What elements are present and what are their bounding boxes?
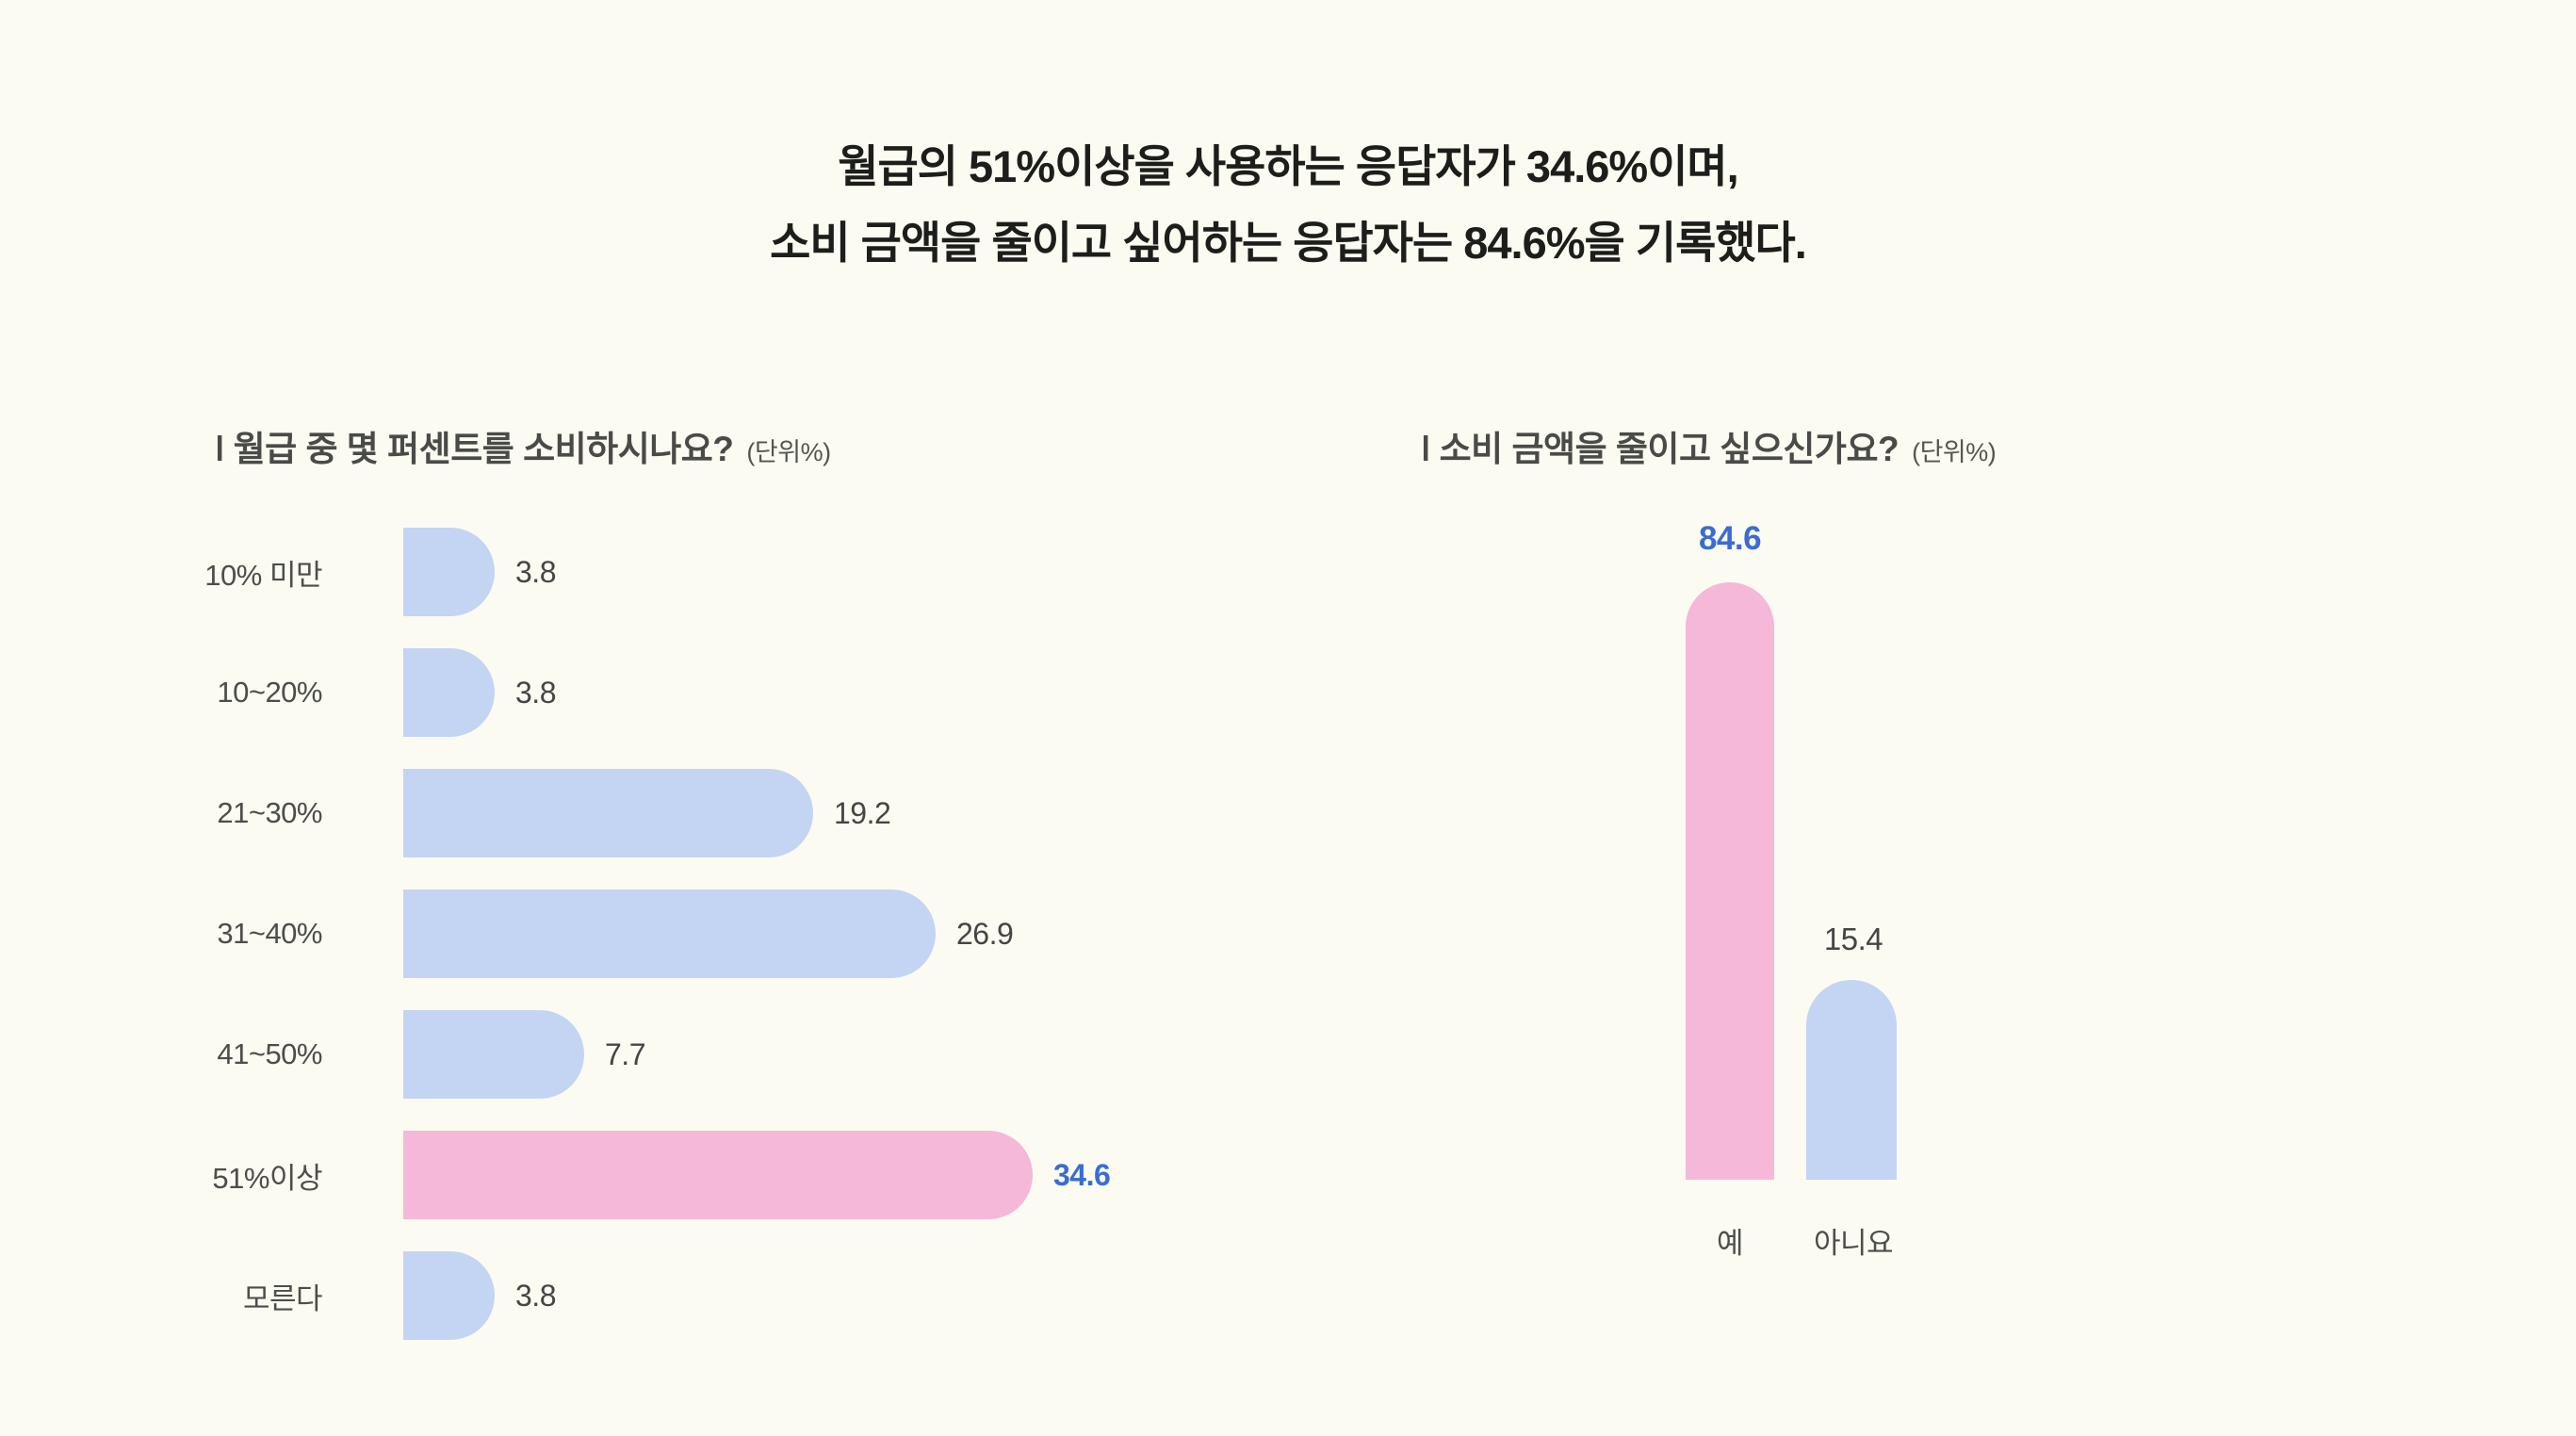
- bar-row: 모른다 3.8: [0, 1251, 556, 1340]
- value-label: 3.8: [515, 554, 556, 589]
- title-line-1: 월급의 51%이상을 사용하는 응답자가 34.6%이며,: [838, 141, 1738, 191]
- category-label-yes: 예: [1716, 1227, 1744, 1260]
- right-chart-title-text: ǀ 소비 금액을 줄이고 싶으신가요?: [1421, 430, 1899, 468]
- category-label: 10~20%: [217, 676, 322, 709]
- bar-row-highlight: 51%이상 34.6: [0, 1131, 1111, 1219]
- category-label: 21~30%: [217, 796, 322, 829]
- right-chart-unit-label: (단위%): [1912, 438, 1997, 466]
- bar: [403, 889, 936, 978]
- bar: [403, 769, 813, 857]
- left-chart-unit-label: (단위%): [746, 438, 831, 466]
- title-line-2: 소비 금액을 줄이고 싶어하는 응답자는 84.6%을 기록했다.: [770, 218, 1807, 268]
- category-label: 41~50%: [217, 1037, 322, 1070]
- bar-row: 41~50% 7.7: [0, 1010, 645, 1099]
- left-chart-title-text: ǀ 월급 중 몇 퍼센트를 소비하시나요?: [215, 430, 734, 468]
- bar-row: 10% 미만 3.8: [0, 528, 556, 616]
- left-chart-title: ǀ 월급 중 몇 퍼센트를 소비하시나요? (단위%): [215, 420, 831, 471]
- right-chart-title: ǀ 소비 금액을 줄이고 싶으신가요? (단위%): [1421, 420, 1997, 471]
- value-label-no: 15.4: [1823, 922, 1883, 956]
- category-label-no: 아니요: [1813, 1227, 1894, 1260]
- bar: [403, 1251, 495, 1340]
- value-label-yes: 84.6: [1698, 520, 1762, 557]
- value-label: 26.9: [956, 916, 1014, 951]
- value-label: 19.2: [834, 795, 891, 830]
- value-label: 3.8: [515, 675, 556, 710]
- bar-highlight: [403, 1131, 1033, 1219]
- category-label: 10% 미만: [204, 558, 322, 592]
- category-label: 31~40%: [217, 917, 322, 950]
- category-label: 모른다: [242, 1281, 323, 1315]
- bar: [403, 1010, 584, 1099]
- bar-yes: [1686, 582, 1774, 1180]
- bar-row: 31~40% 26.9: [0, 889, 1014, 978]
- bar: [403, 648, 495, 737]
- value-label: 3.8: [515, 1278, 556, 1313]
- bar-row: 21~30% 19.2: [0, 769, 891, 857]
- page-title: 월급의 51%이상을 사용하는 응답자가 34.6%이며, 소비 금액을 줄이고…: [0, 128, 2576, 281]
- value-label: 7.7: [605, 1036, 645, 1071]
- category-label: 51%이상: [212, 1161, 322, 1195]
- bar: [403, 528, 495, 616]
- bar-row: 10~20% 3.8: [0, 648, 556, 737]
- value-label-highlight: 34.6: [1053, 1157, 1111, 1192]
- bar-no: [1806, 980, 1897, 1180]
